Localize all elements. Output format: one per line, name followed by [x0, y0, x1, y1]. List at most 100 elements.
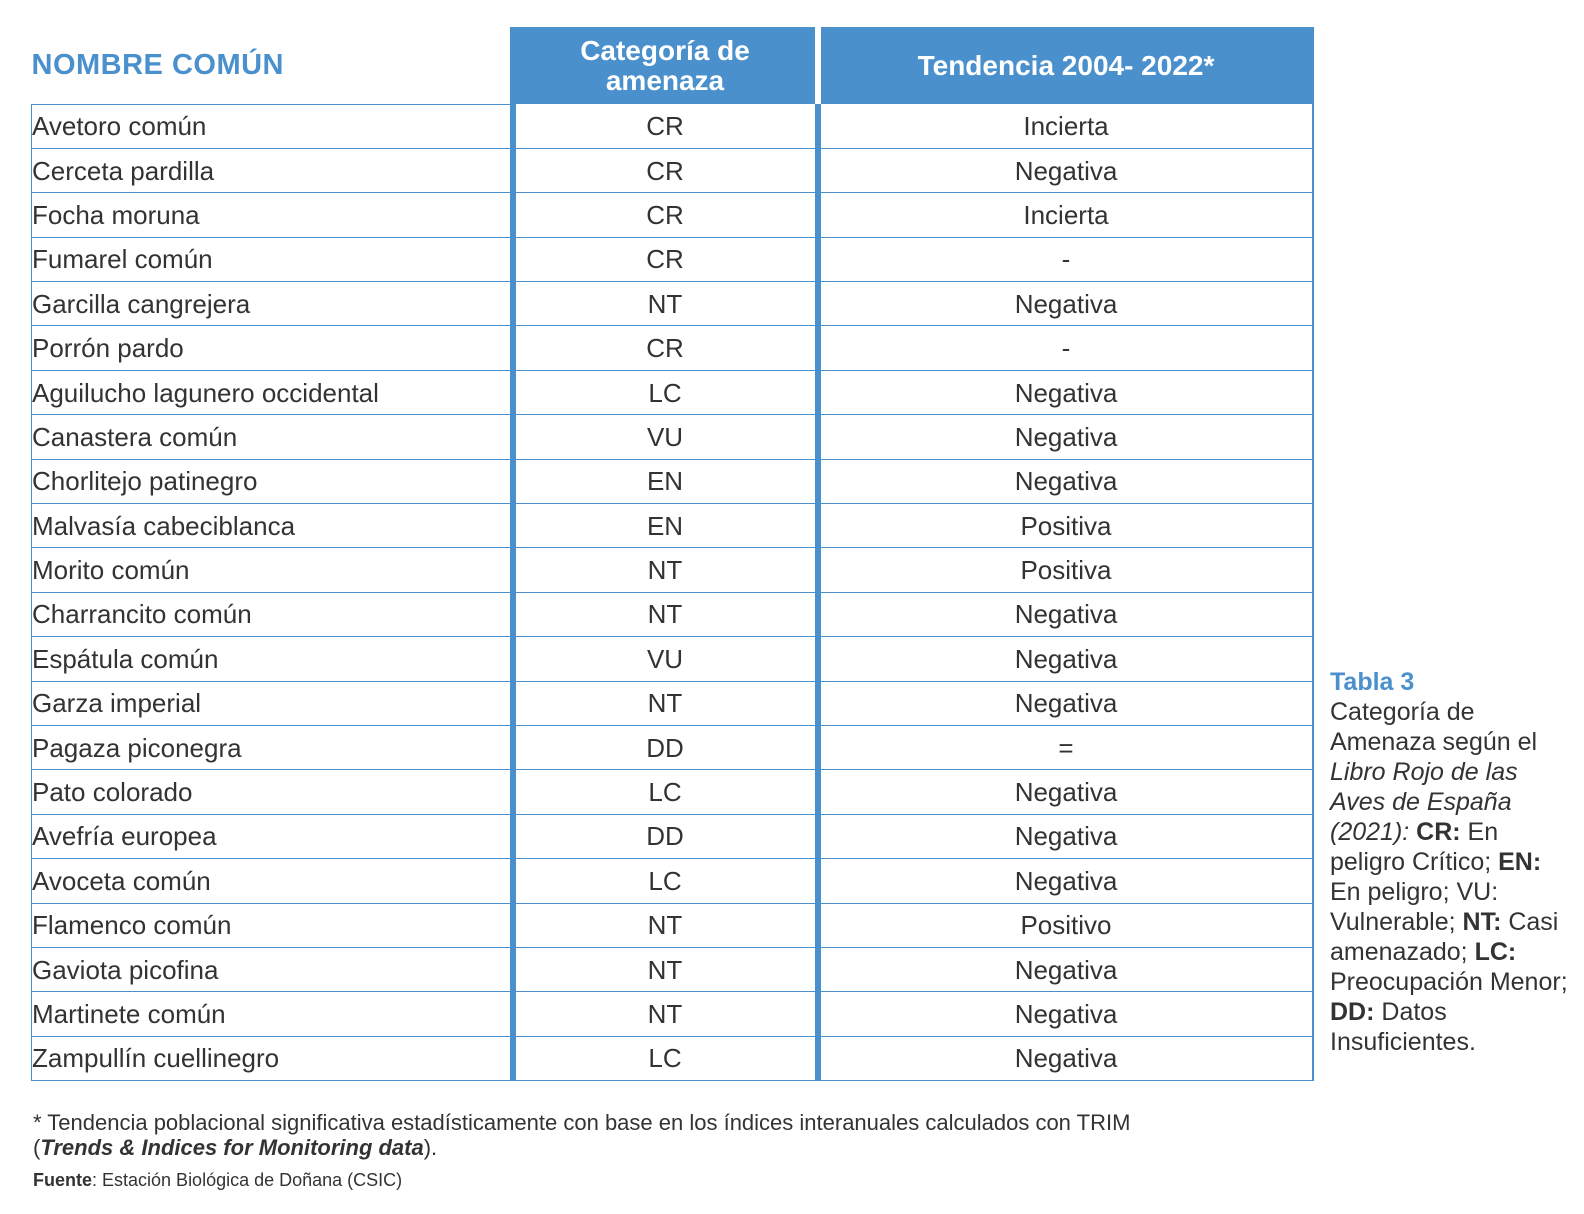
table-row: Pagaza piconegra DD =: [31, 725, 1314, 771]
threat-category-cell: LC: [509, 769, 821, 815]
threat-category-cell: CR: [509, 237, 821, 283]
legend-code: CR:: [1416, 818, 1461, 846]
footnote-text: * Tendencia poblacional significativa es…: [33, 1110, 1131, 1135]
legend-code: DD:: [1330, 998, 1375, 1026]
species-name-cell: Porrón pardo: [31, 325, 513, 371]
species-name-cell: Avefría europea: [31, 814, 513, 860]
threat-category-table: NOMBRE COMÚN Categoría de amenaza Tenden…: [31, 27, 1314, 1082]
species-name-cell: Avoceta común: [31, 858, 513, 904]
species-name-cell: Pagaza piconegra: [31, 725, 513, 771]
species-name-cell: Gaviota picofina: [31, 947, 513, 993]
threat-category-cell: LC: [509, 858, 821, 904]
footnote-paren-close: ).: [423, 1135, 438, 1160]
trend-cell: Positiva: [817, 503, 1314, 549]
threat-category-cell: EN: [509, 459, 821, 505]
trend-cell: Negativa: [817, 592, 1314, 638]
legend-description: Datos Insuficientes.: [1330, 998, 1476, 1056]
trend-cell: -: [817, 237, 1314, 283]
threat-category-cell: CR: [509, 192, 821, 238]
source-text: : Estación Biológica de Doñana (CSIC): [92, 1170, 403, 1190]
source-note: Fuente: Estación Biológica de Doñana (CS…: [33, 1169, 402, 1191]
trend-cell: Negativa: [817, 769, 1314, 815]
trend-cell: Negativa: [817, 281, 1314, 327]
footnote-paren-open: (: [33, 1135, 41, 1160]
table-row: Charrancito común NT Negativa: [31, 592, 1314, 638]
trend-cell: Negativa: [817, 459, 1314, 505]
legend-description: Casi amenazado;: [1330, 908, 1559, 966]
table-row: Morito común NT Positiva: [31, 547, 1314, 593]
caption-legend: CR: En peligro Crítico; EN: En peligro; …: [1330, 818, 1568, 1056]
table-row: Zampullín cuellinegro LC Negativa: [31, 1036, 1314, 1082]
trend-cell: Negativa: [817, 947, 1314, 993]
threat-category-cell: NT: [509, 903, 821, 948]
legend-description: En peligro Crítico;: [1330, 818, 1499, 876]
table-row: Avefría europea DD Negativa: [31, 814, 1314, 860]
header-category-line2: amenaza: [605, 64, 725, 96]
species-name-cell: Garcilla cangrejera: [31, 281, 513, 327]
trend-cell: Negativa: [817, 636, 1314, 682]
species-name-cell: Charrancito común: [31, 592, 513, 638]
table-row: Cerceta pardilla CR Negativa: [31, 148, 1314, 194]
species-name-cell: Chorlitejo patinegro: [31, 459, 513, 505]
threat-category-cell: CR: [509, 325, 821, 371]
species-name-cell: Morito común: [31, 547, 513, 593]
table-row: Gaviota picofina NT Negativa: [31, 947, 1314, 993]
threat-category-cell: NT: [509, 547, 821, 593]
threat-category-cell: EN: [509, 503, 821, 549]
table-row: Avetoro común CR Incierta: [31, 104, 1314, 149]
threat-category-cell: LC: [509, 1036, 821, 1082]
legend-description: Vulnerable;: [1330, 908, 1456, 936]
species-name-cell: Zampullín cuellinegro: [31, 1036, 513, 1082]
header-trend: Tendencia 2004- 2022*: [817, 27, 1314, 104]
trend-cell: Positivo: [817, 903, 1314, 948]
table-row: Malvasía cabeciblanca EN Positiva: [31, 503, 1314, 549]
threat-category-cell: CR: [509, 104, 821, 149]
legend-code: NT:: [1462, 908, 1502, 936]
header-threat-category: Categoría de amenaza: [509, 27, 821, 104]
footnote-emphasis: Trends & Indices for Monitoring data: [40, 1135, 424, 1160]
table-row: Garza imperial NT Negativa: [31, 681, 1314, 726]
table-row: Aguilucho lagunero occidental LC Negativa: [31, 370, 1314, 416]
legend-code: LC:: [1474, 938, 1517, 966]
source-label: Fuente: [33, 1170, 93, 1190]
species-name-cell: Focha moruna: [31, 192, 513, 238]
threat-category-cell: VU: [509, 414, 821, 460]
caption-body: Categoría de Amenaza según el Libro Rojo…: [1330, 697, 1575, 1057]
table-body: Avetoro común CR Incierta Cerceta pardilla C…: [31, 104, 1314, 1082]
threat-category-cell: CR: [509, 148, 821, 194]
caption-title: Tabla 3: [1330, 668, 1415, 696]
table-row: Chorlitejo patinegro EN Negativa: [31, 459, 1314, 505]
threat-category-cell: DD: [509, 725, 821, 771]
threat-category-cell: NT: [509, 281, 821, 327]
trend-cell: Negativa: [817, 148, 1314, 194]
footnote: * Tendencia poblacional significativa es…: [33, 1110, 1333, 1160]
species-name-cell: Pato colorado: [31, 769, 513, 815]
legend-description: En peligro;: [1330, 878, 1450, 906]
threat-category-cell: NT: [509, 947, 821, 993]
table-row: Flamenco común NT Positivo: [31, 903, 1314, 948]
trend-cell: Negativa: [817, 991, 1314, 1037]
table-caption: Tabla 3 Categoría de Amenaza según el Li…: [1330, 667, 1575, 1057]
threat-category-cell: VU: [509, 636, 821, 682]
table-row: Porrón pardo CR -: [31, 325, 1314, 371]
threat-category-cell: LC: [509, 370, 821, 416]
trend-cell: Positiva: [817, 547, 1314, 593]
threat-category-cell: NT: [509, 592, 821, 638]
species-name-cell: Aguilucho lagunero occidental: [31, 370, 513, 416]
header-category-line1: Categoría de: [580, 34, 750, 66]
trend-cell: Incierta: [817, 104, 1314, 149]
species-name-cell: Espátula común: [31, 636, 513, 682]
trend-cell: Negativa: [817, 414, 1314, 460]
legend-description: Preocupación Menor;: [1330, 968, 1568, 996]
table-row: Garcilla cangrejera NT Negativa: [31, 281, 1314, 327]
threat-category-cell: NT: [509, 681, 821, 726]
species-name-cell: Garza imperial: [31, 681, 513, 726]
trend-cell: Negativa: [817, 681, 1314, 726]
caption-book-title: Libro Rojo de las Aves de España (2021):: [1330, 758, 1518, 846]
species-name-cell: Cerceta pardilla: [31, 148, 513, 194]
legend-code: VU:: [1456, 878, 1499, 906]
header-common-name: NOMBRE COMÚN: [31, 27, 513, 105]
table-header-row: NOMBRE COMÚN Categoría de amenaza Tenden…: [31, 27, 1314, 105]
table-row: Espátula común VU Negativa: [31, 636, 1314, 682]
species-name-cell: Avetoro común: [31, 104, 513, 149]
